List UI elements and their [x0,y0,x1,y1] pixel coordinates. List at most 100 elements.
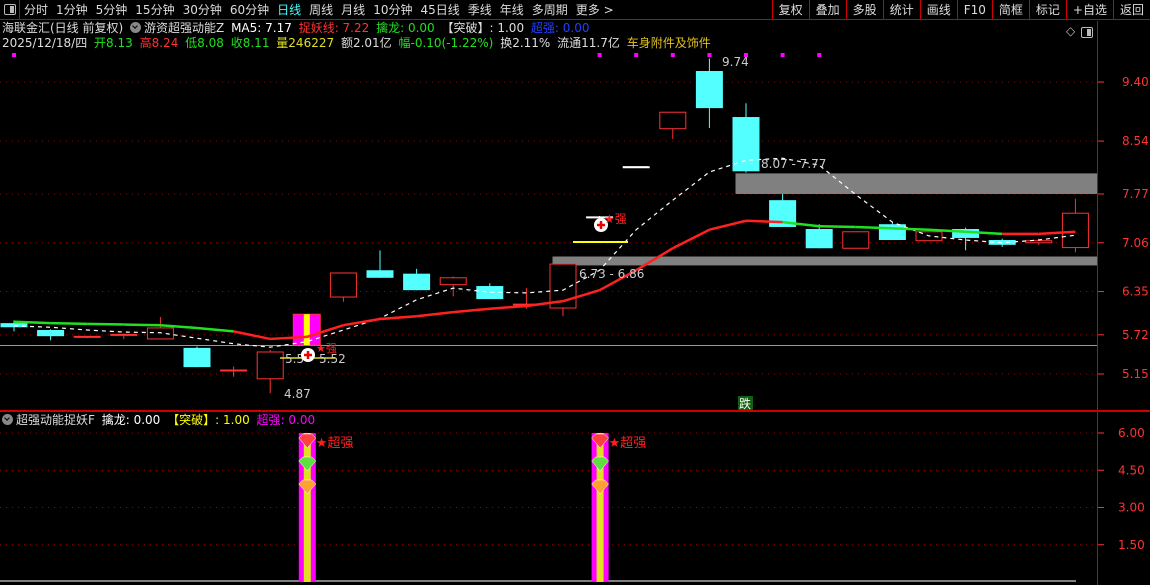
period-tab-4[interactable]: 30分钟 [182,3,222,17]
period-tab-14[interactable]: 更多 > [575,3,614,17]
signal-dot [780,53,785,57]
period-tab-5[interactable]: 60分钟 [229,3,270,17]
candle-down [878,224,906,241]
sub-chaoqiang: 超强: 0.00 [256,413,316,427]
toolbar-button-3[interactable]: 统计 [882,0,920,20]
info-row-1: 海联金汇(日线 前复权) 游资超强动能Z MA5: 7.17 捉妖线: 7.22… [2,21,592,36]
candle-down [952,229,980,238]
period-tab-8[interactable]: 月线 [341,3,366,17]
zhuoyao-line-segment [965,230,1003,236]
panel-toggle-icon [3,4,16,15]
red-gem-icon [591,433,609,449]
zhuoyao-line-segment [672,228,710,250]
panel-toggle-button[interactable] [0,0,20,20]
green-gem-icon [591,456,609,472]
indicator-dropdown-icon[interactable] [130,22,142,33]
toolbar-button-5[interactable]: F10 [956,0,992,20]
low-price-label: 4.87 [284,387,311,401]
period-tab-9[interactable]: 10分钟 [373,3,413,17]
zhuoyao-line-segment [489,304,527,310]
sub-tupo: 【突破】: 1.00 [167,413,250,427]
period-tab-2[interactable]: 5分钟 [95,3,128,17]
period-tab-7[interactable]: 周线 [309,3,334,17]
chaoqiang-value: 超强: 0.00 [530,21,590,35]
sub-indicator-dropdown-icon[interactable] [2,414,13,425]
signal-dot [12,53,16,57]
toolbar-button-7[interactable]: 标记 [1028,0,1066,20]
zhuoyao-value: 捉妖线: 7.22 [298,21,370,35]
candle-up [146,327,174,340]
qinlong-value: 擒龙: 0.00 [376,21,435,35]
candle-down [0,323,28,328]
candle-down [988,240,1016,245]
zhuoyao-line-segment [87,322,124,326]
candle-down [183,347,211,368]
toolbar-button-2[interactable]: 多股 [845,0,883,20]
signal-dot [707,53,712,57]
change: 幅-0.10(-1.22%) [398,36,494,50]
period-tab-13[interactable]: 多周期 [531,3,568,17]
axis-divider [1097,21,1098,585]
candle-down [805,229,833,249]
toolbar-button-8[interactable]: +自选 [1065,0,1113,20]
period-toolbar: 分时 1分钟 5分钟 15分钟 30分钟 60分钟 日线 周线 月线 10分钟 45日线 季线 年线 多周… [0,0,1150,20]
period-tab-12[interactable]: 年线 [499,3,524,17]
panel-divider[interactable] [0,410,1150,412]
toolbar-button-9[interactable]: 返回 [1112,0,1150,20]
sub-indicator-name[interactable]: 超强动能捉妖F [16,413,95,427]
strong-mark: ★强 [604,212,627,226]
sub-y-tick-label: 1.50 [1118,538,1145,552]
indicator-name[interactable]: 游资超强动能Z [144,21,225,35]
toolbar-right-buttons: 复权 叠加 多股 统计 画线 F10 简框 标记 +自选 返回 [771,0,1150,20]
zhuoyao-line-segment [123,323,161,327]
period-tab-0[interactable]: 分时 [24,3,49,17]
mark-left-b: 5.52 [319,352,346,366]
zhuoyao-line-segment [709,219,747,231]
zhuoyao-line-segment [892,227,930,231]
red-gem-icon [298,433,317,449]
toolbar-button-6[interactable]: 简框 [991,0,1029,20]
zhuoyao-line-segment [819,225,856,229]
y-tick-label: 7.77 [1122,187,1149,201]
price-zone [735,173,1097,194]
y-tick-label: 5.72 [1122,328,1149,342]
period-tab-11[interactable]: 季线 [467,3,492,17]
period-tab-6[interactable]: 日线 [277,3,302,17]
amount: 额2.01亿 [340,36,392,50]
period-tab-10[interactable]: 45日线 [420,3,460,17]
orange-gem-icon [591,479,609,495]
sub-info-row: 超强动能捉妖F 擒龙: 0.00 【突破】: 1.00 超强: 0.00 [2,413,318,428]
zhuoyao-line-segment [196,326,234,333]
zhuoyao-line-segment [599,269,637,292]
zhuoyao-line-segment [343,317,381,327]
zone-upper-label: 8.07 - 7.77 [761,157,826,171]
zhuoyao-line-segment [50,321,88,326]
signal-dot [817,53,822,57]
open-price: 开8.13 [94,36,133,50]
y-tick-label: 5.15 [1122,367,1149,381]
period-tab-3[interactable]: 15分钟 [135,3,175,17]
zhuoyao-line-segment [745,219,783,224]
toolbar-button-4[interactable]: 画线 [919,0,957,20]
signal-dot [634,53,639,57]
low-price: 低8.08 [185,36,224,50]
toolbar-button-1[interactable]: 叠加 [808,0,846,20]
zhuoyao-line-segment [782,220,820,228]
signal-dot [597,53,602,57]
price-zone [552,256,1097,266]
sector[interactable]: 车身附件及饰件 [626,36,711,50]
candle-up [659,111,687,130]
candle-down [37,330,65,337]
toolbar-button-0[interactable]: 复权 [771,0,809,20]
period-tab-1[interactable]: 1分钟 [56,3,88,17]
green-gem-icon [298,456,317,472]
zhuoyao-line-segment [855,225,893,230]
panel-toggle-icon-right[interactable] [1081,27,1093,38]
high-price-label: 9.74 [722,55,749,69]
date: 2025/12/18/四 [2,36,88,50]
zhuoyao-line-segment [270,335,307,341]
diamond-icon[interactable]: ◇ [1066,24,1076,38]
zhuoyao-line-segment [635,247,674,272]
candle-down [732,117,760,172]
